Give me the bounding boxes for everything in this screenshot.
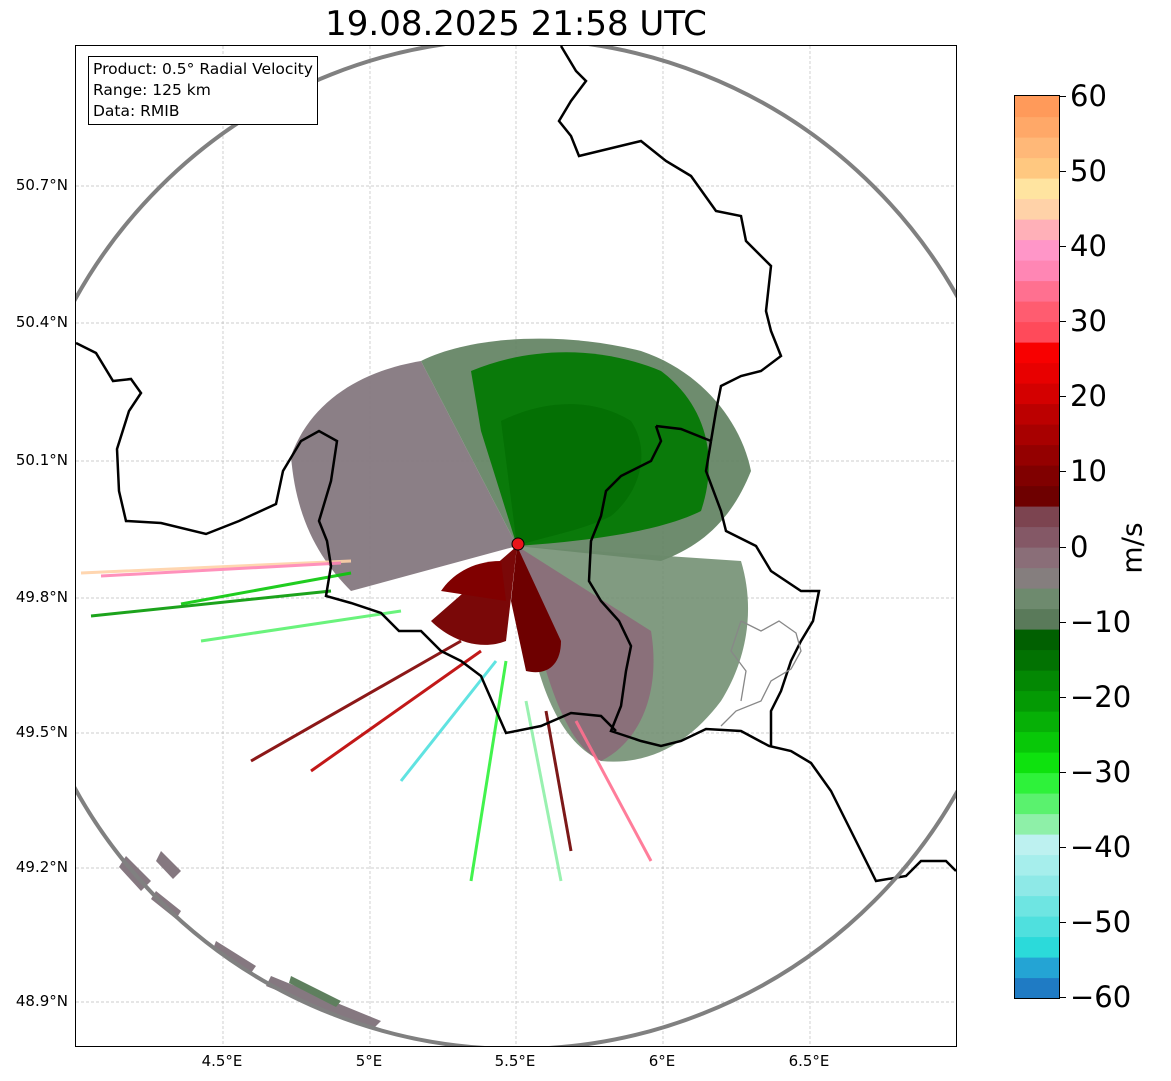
colorbar-tick-mark xyxy=(1059,96,1066,97)
colorbar-tick-mark xyxy=(1059,696,1066,698)
product-label: Product: 0.5° Radial Velocity xyxy=(93,60,313,78)
colorbar-segment xyxy=(1015,465,1059,487)
colorbar-tick-mark xyxy=(1059,396,1066,398)
colorbar-tick-mark xyxy=(1059,246,1066,248)
colorbar-segment xyxy=(1015,219,1059,241)
colorbar-segment xyxy=(1015,301,1059,323)
colorbar-tick-mark xyxy=(1059,321,1066,323)
colorbar-segment xyxy=(1015,137,1059,159)
colorbar-tick-label: −20 xyxy=(1070,679,1132,714)
colorbar-tick-mark xyxy=(1059,471,1066,473)
colorbar-segment xyxy=(1015,957,1059,979)
colorbar-segment xyxy=(1015,813,1059,835)
colorbar-tick-label: 40 xyxy=(1070,229,1107,264)
admin-borders xyxy=(720,620,802,727)
lat-tick-label: 49.5°N xyxy=(15,723,68,741)
colorbar-tick-label: 30 xyxy=(1070,304,1107,339)
colorbar-tick-mark xyxy=(1059,546,1066,548)
colorbar-segment xyxy=(1015,239,1059,261)
colorbar-gradient xyxy=(1015,96,1059,999)
colorbar-segment xyxy=(1015,526,1059,548)
lat-tick-label: 50.7°N xyxy=(15,176,68,194)
lon-tick-label: 4.5°E xyxy=(201,1052,243,1070)
lat-tick-label: 50.1°N xyxy=(15,451,68,469)
colorbar-segment xyxy=(1015,321,1059,343)
colorbar-segment xyxy=(1015,362,1059,384)
radar-map[interactable] xyxy=(75,45,957,1047)
velocity-field xyxy=(80,338,751,1029)
colorbar-segment xyxy=(1015,567,1059,589)
colorbar-segment xyxy=(1015,424,1059,446)
colorbar-segment xyxy=(1015,260,1059,282)
colorbar-segment xyxy=(1015,690,1059,712)
colorbar-tick-label: −10 xyxy=(1070,604,1132,639)
colorbar-tick-label: 50 xyxy=(1070,154,1107,189)
lat-tick-label: 49.8°N xyxy=(15,588,68,606)
colorbar-segment xyxy=(1015,895,1059,917)
colorbar-segment xyxy=(1015,444,1059,466)
colorbar-segment xyxy=(1015,649,1059,671)
colorbar-segment xyxy=(1015,280,1059,302)
lon-tick-label: 5°E xyxy=(355,1052,383,1070)
colorbar-segment xyxy=(1015,670,1059,692)
colorbar-segment xyxy=(1015,834,1059,856)
colorbar-segment xyxy=(1015,342,1059,364)
colorbar-segment xyxy=(1015,854,1059,876)
range-label: Range: 125 km xyxy=(93,81,211,99)
colorbar-tick-label: 10 xyxy=(1070,454,1107,489)
colorbar-segment xyxy=(1015,711,1059,733)
radar-site-marker xyxy=(511,537,525,551)
colorbar-label: m/s xyxy=(1115,522,1149,574)
colorbar-tick-label: −30 xyxy=(1070,754,1132,789)
colorbar-segment xyxy=(1015,608,1059,630)
colorbar-segment xyxy=(1015,383,1059,405)
colorbar-segment xyxy=(1015,793,1059,815)
colorbar-segment xyxy=(1015,506,1059,528)
map-title: 19.08.2025 21:58 UTC xyxy=(325,4,707,44)
lon-tick-label: 6.5°E xyxy=(788,1052,830,1070)
colorbar-tick-mark xyxy=(1059,997,1066,998)
colorbar-segment xyxy=(1015,875,1059,897)
colorbar-tick-mark xyxy=(1059,621,1066,623)
country-borders xyxy=(76,46,956,883)
info-box: Product: 0.5° Radial Velocity Range: 125… xyxy=(88,56,318,125)
colorbar-segment xyxy=(1015,936,1059,958)
colorbar-segment xyxy=(1015,772,1059,794)
lat-tick-label: 49.2°N xyxy=(15,858,68,876)
colorbar-segment xyxy=(1015,731,1059,753)
colorbar-segment xyxy=(1015,629,1059,651)
colorbar-segment xyxy=(1015,116,1059,138)
lon-tick-label: 5.5°E xyxy=(494,1052,536,1070)
colorbar-segment xyxy=(1015,485,1059,507)
colorbar-tick-mark xyxy=(1059,171,1066,173)
colorbar-tick-label: 0 xyxy=(1070,529,1089,564)
colorbar-tick-label: −40 xyxy=(1070,829,1132,864)
colorbar-segment xyxy=(1015,547,1059,569)
colorbar-tick-mark xyxy=(1059,846,1066,848)
lon-tick-label: 6°E xyxy=(648,1052,676,1070)
colorbar-segment xyxy=(1015,157,1059,179)
colorbar-tick-label: −60 xyxy=(1070,980,1132,1014)
colorbar-tick-mark xyxy=(1059,771,1066,773)
colorbar-tick-label: 60 xyxy=(1070,79,1107,113)
colorbar-segment xyxy=(1015,198,1059,220)
colorbar-segment xyxy=(1015,916,1059,938)
lat-tick-label: 50.4°N xyxy=(15,313,68,331)
colorbar xyxy=(1014,95,1060,999)
colorbar-segment xyxy=(1015,178,1059,200)
colorbar-segment xyxy=(1015,96,1059,118)
data-source-label: Data: RMIB xyxy=(93,102,180,120)
colorbar-segment xyxy=(1015,588,1059,610)
lat-tick-label: 48.9°N xyxy=(15,992,68,1010)
colorbar-segment xyxy=(1015,752,1059,774)
colorbar-tick-label: −50 xyxy=(1070,904,1132,939)
radar-map-canvas xyxy=(76,46,956,1046)
colorbar-segment xyxy=(1015,977,1059,999)
colorbar-segment xyxy=(1015,403,1059,425)
colorbar-tick-mark xyxy=(1059,921,1066,923)
colorbar-tick-label: 20 xyxy=(1070,379,1107,414)
